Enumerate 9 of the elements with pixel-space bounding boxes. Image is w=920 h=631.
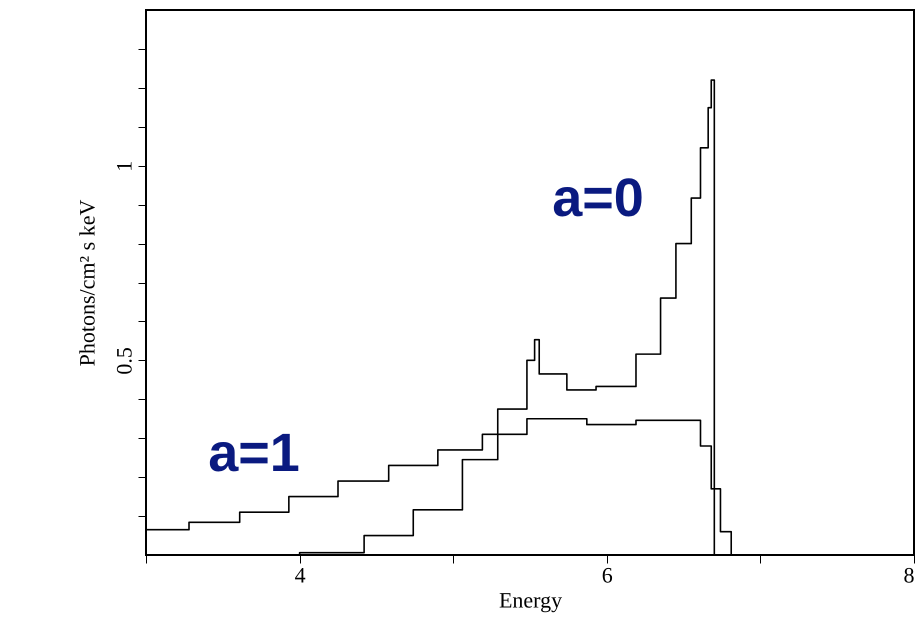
- y-tick-label: 0.5: [112, 347, 136, 375]
- x-tick-label: 8: [904, 562, 914, 588]
- y-axis-title: Photons/cm² s keV: [74, 200, 100, 366]
- x-tick-label: 6: [602, 562, 613, 588]
- y-tick-label: 1: [112, 160, 136, 172]
- x-axis-title: Energy: [498, 588, 562, 612]
- series-label: a=0: [552, 168, 644, 228]
- x-tick-label: 4: [294, 562, 306, 588]
- series-label: a=1: [208, 423, 300, 483]
